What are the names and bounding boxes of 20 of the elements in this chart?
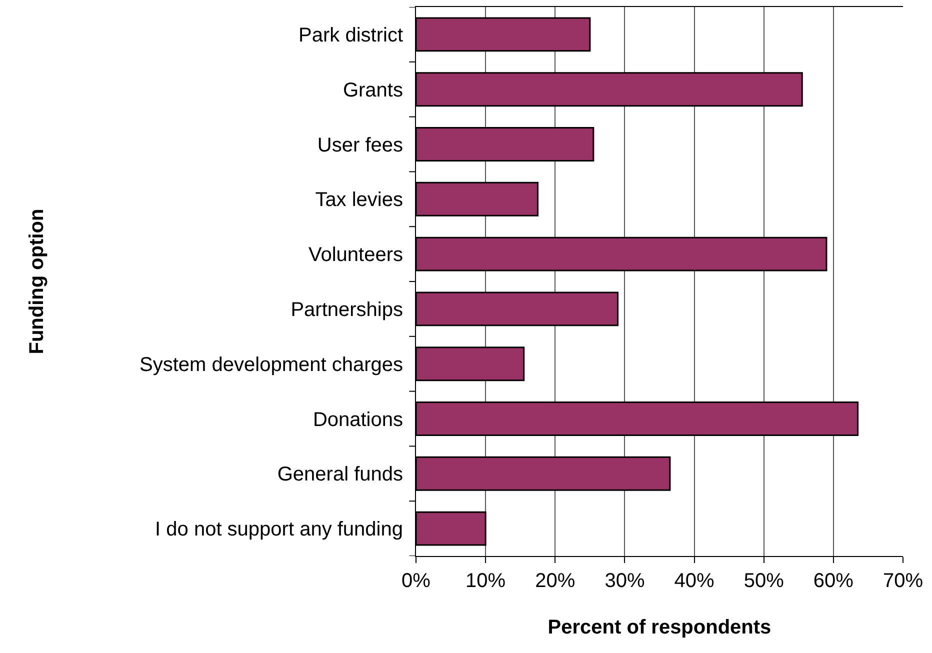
y-tick-label: Park district: [298, 24, 404, 46]
x-tick-label: 60%: [813, 570, 854, 592]
x-tick-label: 70%: [882, 570, 924, 592]
x-tick-label: 30%: [604, 570, 645, 592]
x-tick-label: 20%: [535, 570, 576, 592]
x-tick-label: 50%: [744, 570, 784, 592]
x-tick-label: 40%: [674, 570, 715, 592]
y-tick-label: General funds: [277, 464, 403, 486]
y-tick-label: Grants: [342, 79, 403, 102]
y-tick-label: Tax levies: [315, 189, 403, 212]
y-tick-label: System development charges: [140, 354, 403, 376]
y-tick-label: I do not support any funding: [155, 518, 403, 541]
y-tick-label: Partnerships: [290, 298, 403, 321]
y-tick-label: User fees: [317, 134, 403, 156]
y-tick-label: Volunteers: [308, 244, 403, 266]
x-axis-title: Percent of respondents: [548, 616, 772, 638]
y-tick-label: Donations: [312, 408, 403, 431]
x-tick-label: 0%: [402, 570, 431, 592]
y-axis-title: Funding option: [26, 208, 48, 354]
x-tick-label: 10%: [466, 570, 506, 592]
